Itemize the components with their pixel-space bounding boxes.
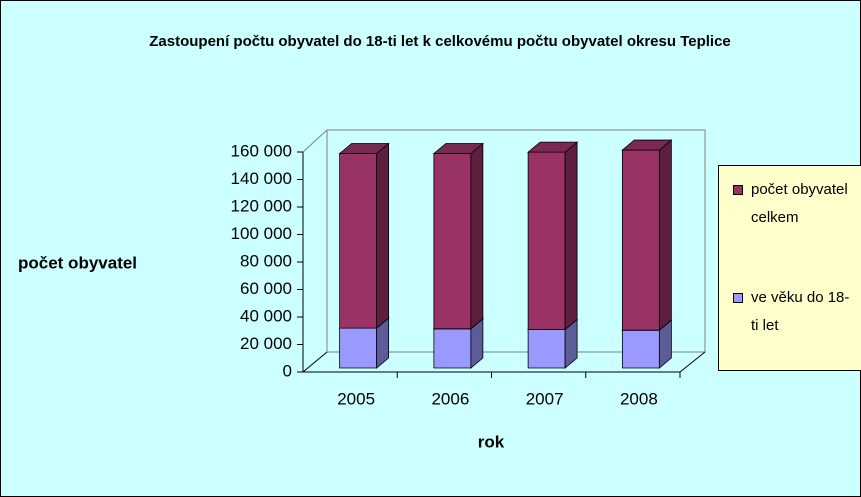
x-tick-label: 2007 — [526, 389, 564, 408]
bar-front — [621, 329, 660, 369]
y-tick-label: 20 000 — [240, 334, 292, 353]
y-tick-label: 120 000 — [231, 196, 292, 215]
bar-top — [527, 141, 579, 153]
bar-front — [339, 153, 378, 329]
y-tick-label: 160 000 — [231, 141, 292, 160]
bar-front — [433, 328, 472, 369]
wall-edge — [302, 129, 706, 352]
y-axis-label: počet obyvatel — [18, 253, 137, 272]
x-tick-label: 2005 — [337, 389, 375, 408]
bar — [432, 142, 484, 330]
x-axis-label: rok — [478, 432, 505, 451]
y-tick-label: 80 000 — [240, 251, 292, 270]
y-tick-label: 100 000 — [231, 224, 292, 243]
legend-label: ve věku do 18-ti let — [751, 289, 850, 334]
y-tick-label: 60 000 — [240, 279, 292, 298]
legend-swatch — [733, 185, 743, 195]
y-tick-label: 0 — [283, 361, 292, 380]
bar-side — [658, 139, 672, 332]
bar-front — [621, 149, 660, 331]
bar-front — [433, 153, 472, 330]
legend-label: počet obyvatel celkem — [751, 181, 848, 226]
y-tick-label: 140 000 — [231, 169, 292, 188]
bar-side — [376, 142, 390, 329]
bar-front — [527, 151, 566, 330]
bar — [338, 142, 390, 329]
legend-swatch — [733, 293, 743, 303]
x-tick-label: 2006 — [431, 389, 469, 408]
y-tick-label: 40 000 — [240, 306, 292, 325]
bar-top — [432, 143, 484, 154]
bar — [527, 141, 579, 331]
floor-edge — [302, 351, 328, 373]
bar-front — [339, 327, 378, 369]
bar-side — [564, 141, 578, 331]
chart-title: Zastoupení počtu obyvatel do 18-ti let k… — [149, 33, 731, 50]
bar-front — [527, 329, 566, 369]
x-tick-label: 2008 — [620, 389, 658, 408]
bar-side — [470, 142, 484, 330]
bar-top — [621, 139, 673, 151]
bar — [621, 139, 673, 332]
legend: počet obyvatel celkem ve věku do 18-ti le… — [718, 165, 861, 371]
bar-top — [338, 143, 390, 154]
